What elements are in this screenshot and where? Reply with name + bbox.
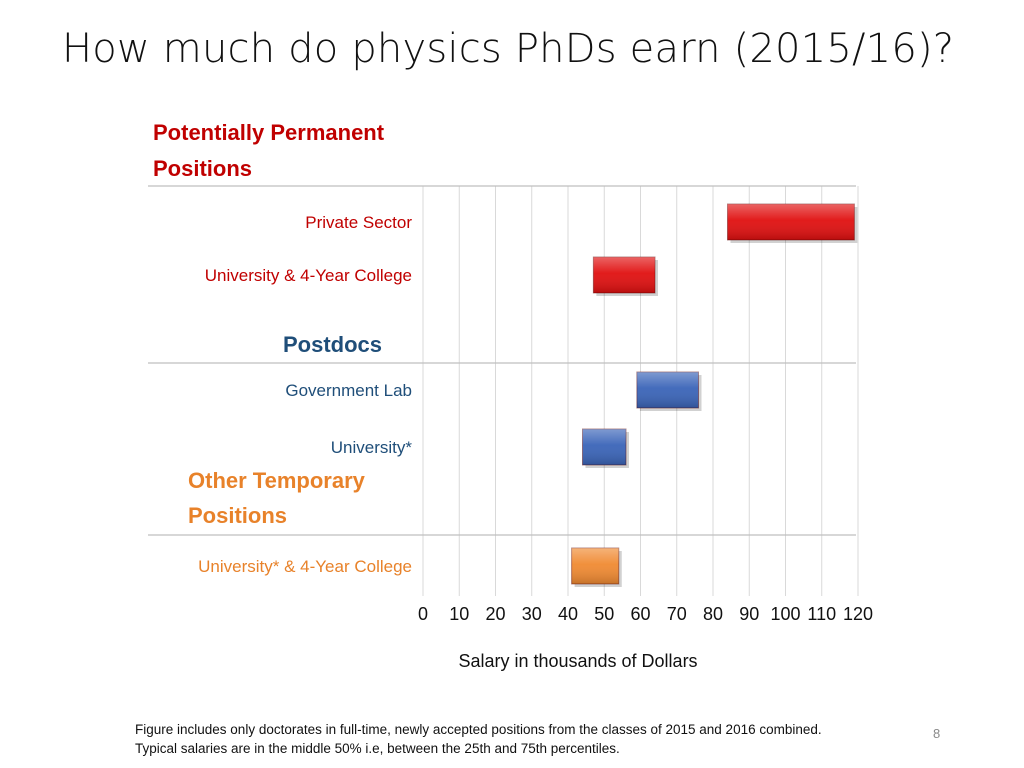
x-tick-label: 100	[770, 604, 800, 624]
x-tick-label: 80	[703, 604, 723, 624]
x-tick-label: 30	[522, 604, 542, 624]
salary-range-chart: Potentially Permanent Positions Private Se…	[148, 120, 873, 671]
slide-title: How much do physics PhDs earn (2015/16)?	[62, 26, 955, 72]
category-label: Private Sector	[305, 213, 412, 232]
group-header: Positions	[188, 503, 287, 528]
x-tick-label: 50	[594, 604, 614, 624]
category-label: University*	[331, 438, 413, 457]
category-label: University & 4-Year College	[205, 266, 412, 285]
bar-gloss	[582, 429, 626, 465]
x-tick-label: 110	[807, 604, 836, 624]
bar-gloss	[636, 372, 699, 408]
bar-gloss	[571, 548, 619, 584]
x-tick-label: 70	[667, 604, 687, 624]
x-tick-label: 60	[630, 604, 650, 624]
x-tick-label: 90	[739, 604, 759, 624]
x-tick-label: 10	[449, 604, 469, 624]
group-header: Potentially Permanent	[153, 120, 385, 145]
group-header: Postdocs	[283, 332, 382, 357]
x-tick-label: 40	[558, 604, 578, 624]
x-tick-label: 20	[485, 604, 505, 624]
footnote: Figure includes only doctorates in full-…	[135, 720, 822, 758]
group-header: Positions	[153, 156, 252, 181]
x-tick-label: 0	[418, 604, 428, 624]
category-label: Government Lab	[285, 381, 412, 400]
bar-gloss	[727, 204, 855, 240]
footnote-line-1: Figure includes only doctorates in full-…	[135, 722, 822, 737]
category-label: University* & 4-Year College	[198, 557, 412, 576]
page-number: 8	[933, 726, 941, 741]
x-axis-label: Salary in thousands of Dollars	[458, 651, 697, 671]
footnote-line-2: Typical salaries are in the middle 50% i…	[135, 741, 620, 756]
bar-gloss	[593, 257, 655, 293]
x-tick-label: 120	[843, 604, 873, 624]
group-header: Other Temporary	[188, 468, 366, 493]
